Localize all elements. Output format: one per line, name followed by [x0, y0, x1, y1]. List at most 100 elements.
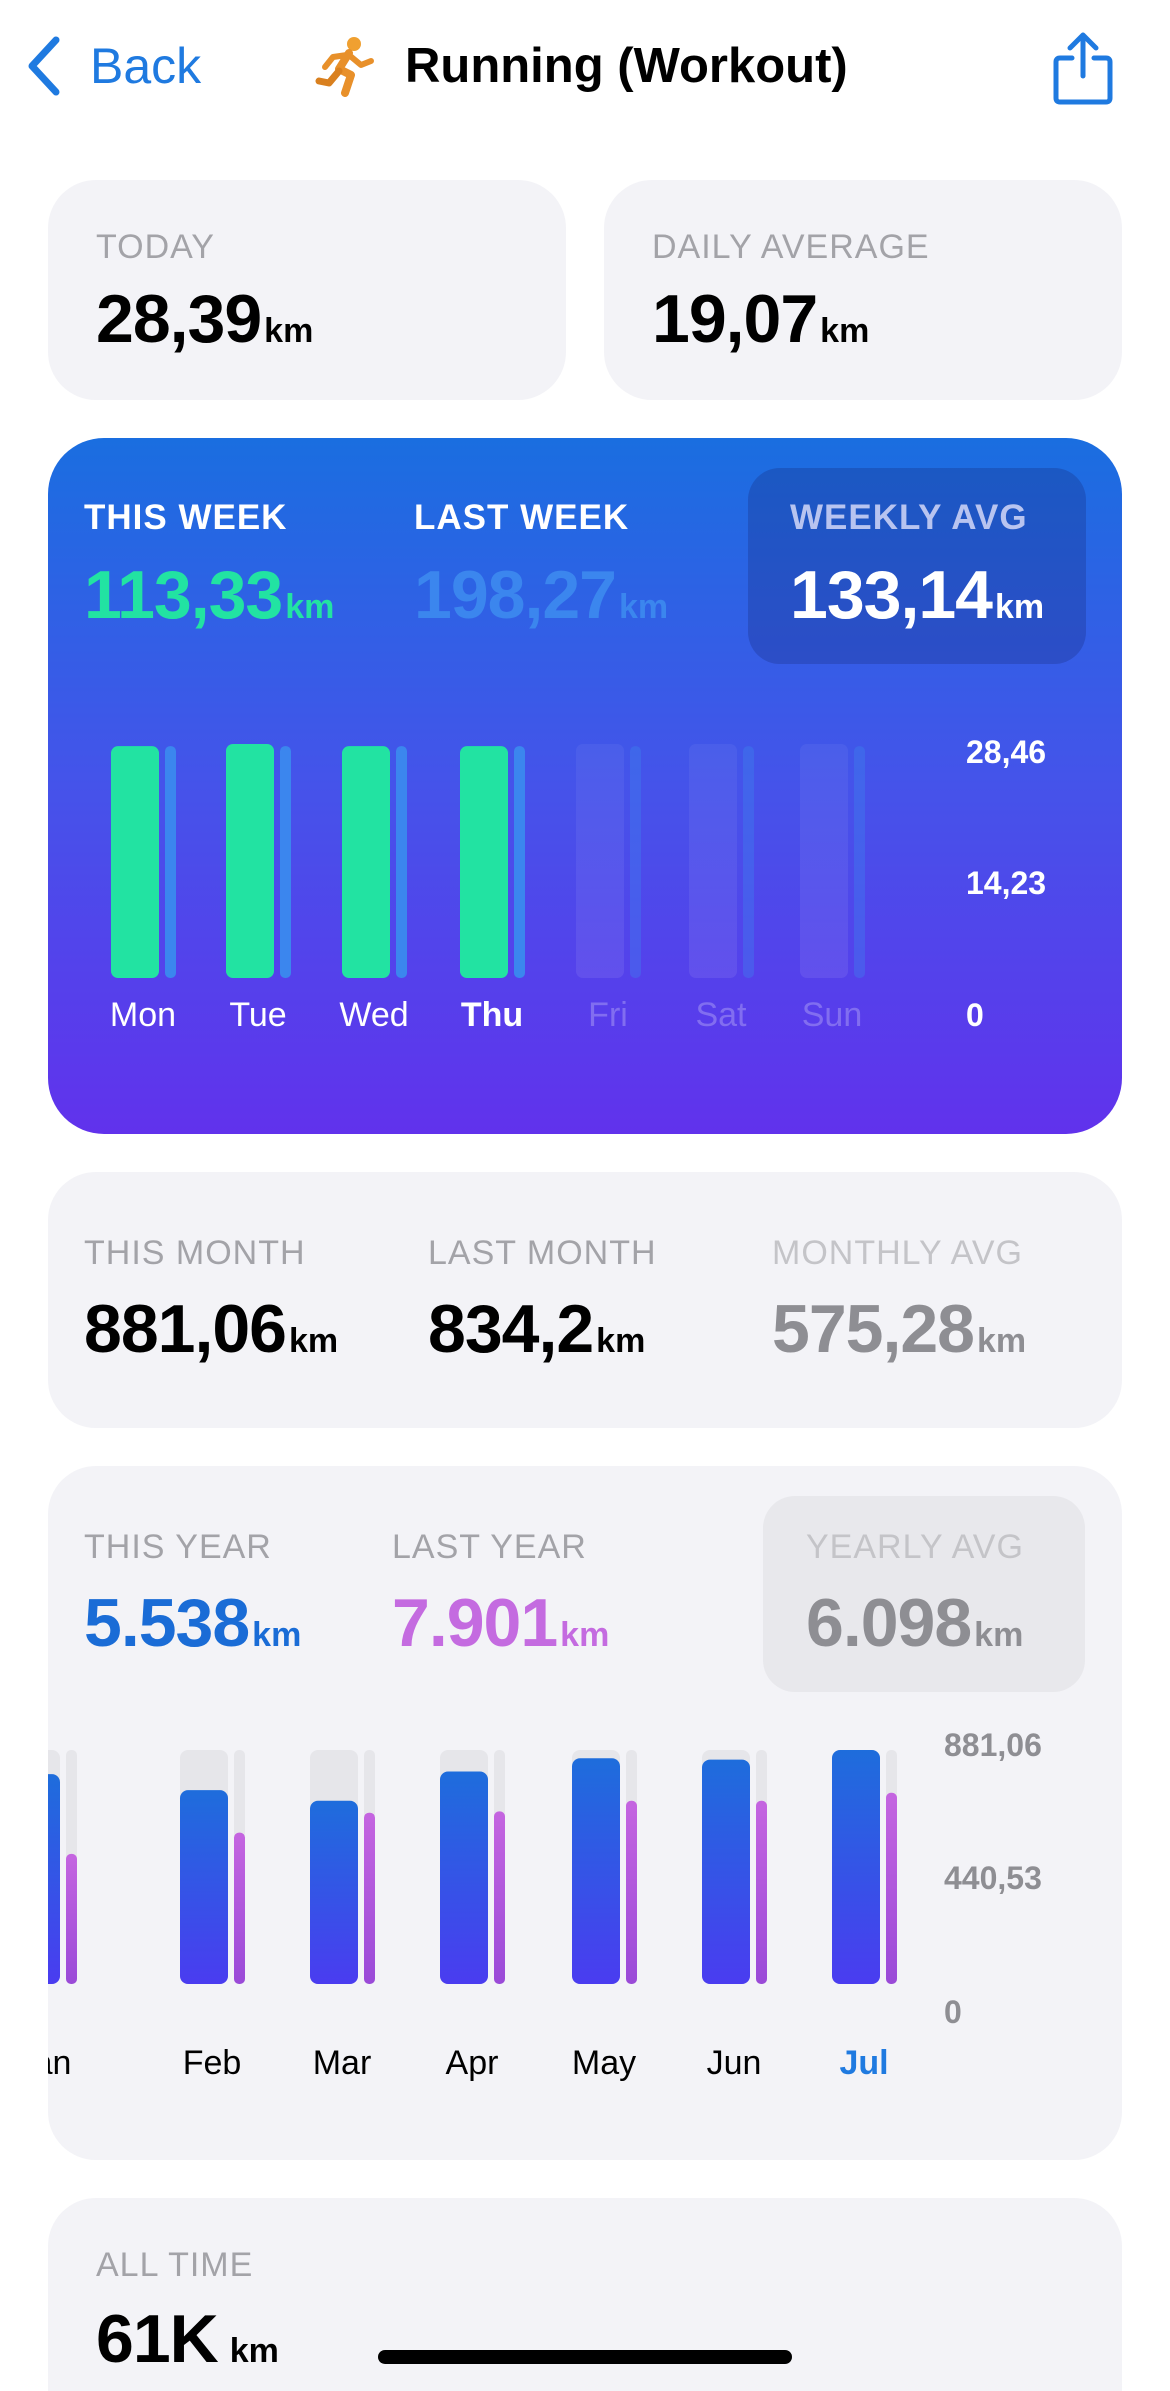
runner-icon: [315, 37, 374, 97]
year-tick-mar: Mar: [313, 2044, 372, 2082]
year-bar-last-jun: [756, 1800, 767, 1984]
weekly-avg-unit: km: [994, 588, 1045, 626]
week-tick-sun: Sun: [802, 996, 863, 1034]
year-ytick-2: 0: [944, 1994, 962, 2030]
year-tick-jun: Jun: [707, 2044, 762, 2082]
week-tick-thu: Thu: [461, 996, 523, 1034]
yearly-avg-value: 6.098km: [806, 1584, 1023, 1662]
week-bar-last-fri: [630, 746, 641, 978]
year-bar-last-jan: [66, 1853, 77, 1984]
this-year-number: 5.538: [84, 1585, 250, 1661]
all-time-value: 61K km: [96, 2300, 279, 2378]
back-label: Back: [90, 38, 202, 94]
week-tick-fri: Fri: [588, 996, 628, 1034]
today-value: 28,39km: [96, 280, 313, 358]
monthly-avg-number: 575,28: [772, 1291, 975, 1367]
last-month-unit: km: [596, 1322, 646, 1360]
this-month-label: THIS MONTH: [84, 1234, 306, 1272]
last-week-unit: km: [618, 588, 669, 626]
page-title: Running (Workout): [315, 30, 848, 102]
daily-average-number: 19,07: [652, 281, 818, 357]
year-bar-this-mar: [310, 1800, 358, 1984]
week-bar-this-wed: [342, 746, 390, 978]
this-year-label: THIS YEAR: [84, 1528, 272, 1566]
year-bar-this-jul: [832, 1750, 880, 1984]
week-tick-mon: Mon: [110, 996, 176, 1034]
year-bar-last-jul: [886, 1792, 897, 1984]
year-ytick-1: 440,53: [944, 1860, 1042, 1896]
last-month-number: 834,2: [428, 1291, 594, 1367]
year-bar-this-apr: [440, 1771, 488, 1984]
weekly-avg-value: 133,14km: [790, 556, 1044, 634]
week-bar-empty-sun: [800, 744, 848, 978]
weekly-avg-box: [748, 468, 1086, 664]
year-bar-this-may: [572, 1758, 620, 1984]
daily-average-card[interactable]: DAILY AVERAGE 19,07km: [604, 180, 1122, 400]
this-month-number: 881,06: [84, 1291, 287, 1367]
home-indicator[interactable]: [378, 2350, 792, 2364]
year-tick-jan: Jan: [48, 2044, 71, 2082]
all-time-label: ALL TIME: [96, 2246, 254, 2284]
yearly-avg-box: [763, 1496, 1085, 1692]
year-bar-last-apr: [494, 1811, 505, 1984]
week-bar-this-tue: [226, 744, 274, 978]
today-card[interactable]: TODAY 28,39km: [48, 180, 566, 400]
this-month-unit: km: [288, 1322, 339, 1360]
week-bar-chart: Mon Tue Wed Thu Fri Sat Sun 28,46 14,23 0: [110, 734, 1046, 1034]
this-year-unit: km: [252, 1616, 302, 1654]
today-number: 28,39: [96, 281, 262, 357]
last-year-number: 7.901: [392, 1585, 558, 1661]
yearly-avg-number: 6.098: [806, 1585, 972, 1661]
week-bar-last-mon: [165, 746, 176, 978]
monthly-avg-unit: km: [976, 1322, 1027, 1360]
back-button[interactable]: Back: [24, 30, 201, 102]
today-label: TODAY: [96, 228, 215, 266]
week-bar-this-thu: [460, 746, 508, 978]
year-bar-this-feb: [180, 1790, 228, 1984]
week-bar-last-thu: [514, 746, 525, 978]
month-card[interactable]: THIS MONTH 881,06km LAST MONTH 834,2km M…: [48, 1172, 1122, 1428]
weekly-avg-label: WEEKLY AVG: [790, 498, 1028, 537]
this-week-label: THIS WEEK: [84, 498, 288, 537]
yearly-avg-label: YEARLY AVG: [806, 1528, 1024, 1566]
last-week-number: 198,27: [414, 557, 617, 633]
monthly-avg-label: MONTHLY AVG: [772, 1234, 1023, 1272]
week-card[interactable]: THIS WEEK 113,33km LAST WEEK 198,27km WE…: [48, 438, 1122, 1134]
all-time-unit: km: [229, 2332, 279, 2370]
week-tick-tue: Tue: [229, 996, 286, 1034]
year-tick-apr: Apr: [446, 2044, 499, 2082]
last-year-value: 7.901km: [392, 1584, 609, 1662]
year-card[interactable]: THIS YEAR 5.538km LAST YEAR 7.901km YEAR…: [48, 1466, 1122, 2160]
week-bar-empty-fri: [576, 744, 624, 978]
year-bar-last-may: [626, 1800, 637, 1984]
year-bar-last-mar: [364, 1812, 375, 1984]
chevron-left-icon: [28, 36, 60, 96]
all-time-number: 61K: [96, 2301, 219, 2377]
last-year-unit: km: [560, 1616, 610, 1654]
this-week-number: 113,33: [84, 557, 283, 633]
monthly-avg-value: 575,28km: [772, 1290, 1026, 1368]
year-bar-chart: Jan Feb Mar Apr May Jun Jul 881,06 440,53 0: [48, 1727, 1042, 2082]
share-icon[interactable]: [1052, 30, 1114, 106]
year-bar-this-jan: [48, 1774, 60, 1984]
week-bar-this-mon: [111, 746, 159, 978]
week-bar-last-sun: [854, 746, 865, 978]
last-month-label: LAST MONTH: [428, 1234, 657, 1272]
week-bar-last-tue: [280, 746, 291, 978]
year-ytick-0: 881,06: [944, 1727, 1042, 1763]
today-unit: km: [264, 312, 314, 350]
this-week-value: 113,33km: [84, 556, 334, 634]
year-tick-may: May: [572, 2044, 636, 2082]
week-ytick-2: 0: [966, 997, 984, 1033]
year-tick-jul: Jul: [839, 2044, 888, 2082]
daily-average-label: DAILY AVERAGE: [652, 228, 930, 266]
title-text: Running (Workout): [405, 39, 848, 93]
year-bar-last-feb: [234, 1832, 245, 1984]
daily-average-unit: km: [820, 312, 870, 350]
week-bar-last-wed: [396, 746, 407, 978]
this-month-value: 881,06km: [84, 1290, 338, 1368]
this-week-unit: km: [285, 588, 335, 626]
week-ytick-1: 14,23: [966, 865, 1046, 901]
yearly-avg-unit: km: [974, 1616, 1024, 1654]
nav-bar: Back Running (Workout): [0, 0, 1170, 140]
